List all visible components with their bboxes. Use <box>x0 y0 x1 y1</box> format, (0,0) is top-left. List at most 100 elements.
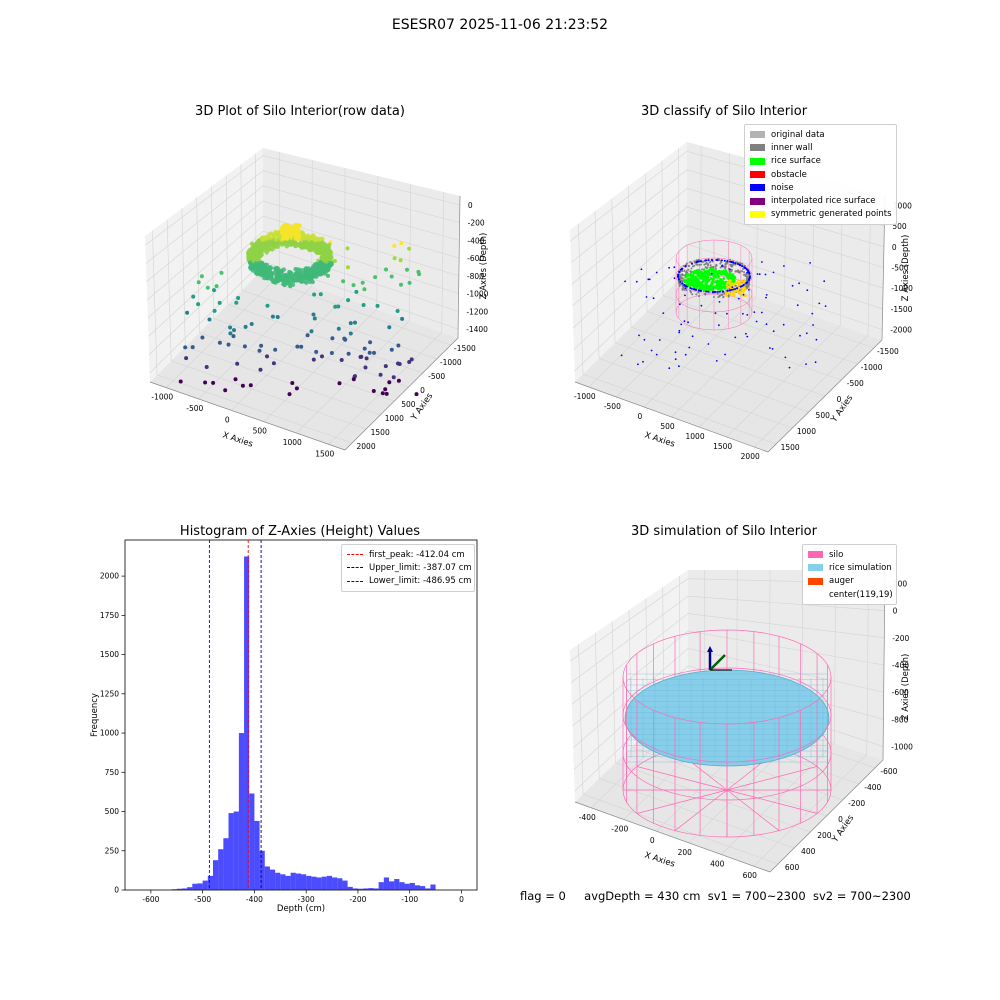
data-point <box>299 245 305 250</box>
data-point <box>305 273 310 279</box>
noise-point <box>710 272 713 275</box>
data-point <box>380 391 385 396</box>
noise-point <box>705 290 708 293</box>
y-tick-label: 600 <box>785 863 800 872</box>
legend-swatch <box>808 551 823 559</box>
data-point <box>226 342 231 347</box>
histogram-bar <box>368 888 374 890</box>
legend-item: rice surface <box>750 155 891 168</box>
data-point <box>266 232 271 238</box>
noise-point <box>736 287 738 290</box>
data-point <box>295 344 300 349</box>
x-tick-label: 0 <box>638 412 643 421</box>
data-point <box>360 280 365 285</box>
legend-label: interpolated rice surface <box>771 196 876 207</box>
noise-point <box>726 289 729 292</box>
inner-wall-point <box>682 265 685 267</box>
data-point <box>217 340 222 345</box>
noise-point <box>737 297 740 300</box>
noise-point <box>684 294 686 297</box>
inner-wall-point <box>734 284 737 287</box>
y-tick-label: -500 <box>428 372 445 381</box>
data-point <box>312 292 317 297</box>
histogram-bar <box>394 879 400 890</box>
symmetric-point <box>744 288 747 291</box>
noise-point <box>772 271 775 274</box>
panel2-ylabel: Y Axies <box>829 393 856 425</box>
data-point <box>265 354 269 359</box>
inner-wall-point <box>720 294 723 296</box>
data-point <box>398 258 403 263</box>
data-point <box>257 249 262 254</box>
rice-surface-point <box>684 275 687 279</box>
x-axis-line <box>574 381 769 453</box>
data-point <box>302 235 307 240</box>
histogram-bar <box>342 880 348 890</box>
data-point <box>228 325 233 330</box>
x-tick-label: -1000 <box>574 392 596 401</box>
data-point <box>303 245 308 250</box>
noise-point <box>700 260 703 263</box>
data-point <box>399 282 403 287</box>
y-grid <box>211 186 409 388</box>
inner-wall-point <box>681 280 684 282</box>
noise-point <box>823 280 826 283</box>
panel2-points <box>620 239 827 370</box>
data-point <box>273 237 279 242</box>
z-tick-label: -1000 <box>467 290 489 299</box>
histogram-bar <box>264 866 270 890</box>
data-point <box>395 309 400 313</box>
inner-wall-point <box>679 277 682 280</box>
data-point <box>256 238 262 243</box>
data-point <box>240 383 245 388</box>
data-point <box>257 245 263 250</box>
silo-floor-spoke <box>726 766 818 791</box>
legend-swatch <box>750 171 765 179</box>
y-tick-label: -1000 <box>440 358 462 367</box>
rice-surface-point <box>696 273 700 277</box>
noise-point <box>772 330 775 333</box>
y-axis-line <box>769 759 884 873</box>
symmetric-point <box>727 285 731 288</box>
x-grid <box>263 175 379 422</box>
noise-point <box>760 311 763 314</box>
noise-point <box>761 261 763 263</box>
data-point <box>211 380 216 385</box>
data-point <box>318 249 324 255</box>
noise-point <box>783 265 785 267</box>
symmetric-point <box>738 283 742 286</box>
rice-surface-point <box>691 283 694 287</box>
noise-point <box>673 266 676 269</box>
data-point <box>236 296 241 300</box>
noise-point <box>679 280 682 283</box>
panel1-tick-labels: -1000-5000500100015002000150010005000-50… <box>151 201 488 458</box>
x-tick-label: -400 <box>246 895 263 904</box>
y-tick-label: 1000 <box>797 427 816 436</box>
panel4-title: 3D simulation of Silo Interior <box>631 524 817 539</box>
inner-wall-point <box>695 293 698 296</box>
auger-marker <box>707 646 732 671</box>
symmetric-point <box>743 286 746 289</box>
inner-wall-point <box>725 262 728 265</box>
data-point <box>346 265 350 270</box>
data-point <box>383 364 388 369</box>
legend-swatch <box>808 577 823 585</box>
histogram-bar <box>373 888 379 890</box>
histogram-bar <box>326 875 333 890</box>
legend-item: inner wall <box>750 141 891 154</box>
inner-wall-point <box>702 290 705 293</box>
noise-point <box>640 268 643 271</box>
noise-point <box>678 365 680 368</box>
data-point <box>232 328 236 333</box>
y-grid <box>240 164 437 360</box>
noise-point <box>724 353 726 356</box>
inner-wall-point <box>689 291 692 294</box>
data-point <box>389 274 394 279</box>
data-point <box>300 279 305 284</box>
data-point <box>392 256 397 261</box>
inner-wall-point <box>724 266 727 269</box>
histogram-bar <box>420 886 426 890</box>
data-point <box>256 261 261 266</box>
z-grid <box>571 188 885 285</box>
noise-point <box>771 348 774 350</box>
